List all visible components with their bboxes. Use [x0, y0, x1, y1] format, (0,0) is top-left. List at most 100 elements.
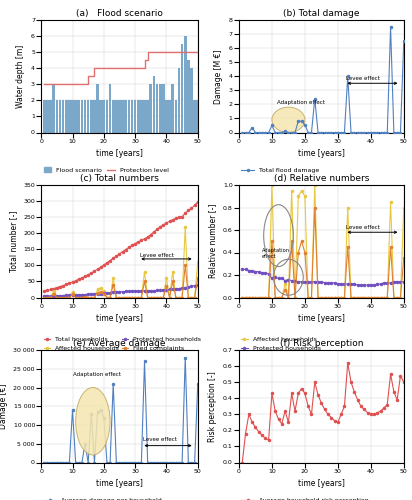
Affected households: [263, 294, 268, 300]
Y-axis label: Damage [M €]: Damage [M €]: [214, 49, 223, 104]
Affected households: [186, 294, 191, 300]
Y-axis label: Water depth [m]: Water depth [m]: [16, 44, 26, 108]
Filed complaints: [92, 294, 97, 300]
Line: Filed complaints: Filed complaints: [43, 264, 199, 298]
Filed complaints: [316, 294, 321, 300]
Filed complaints: [246, 294, 251, 300]
Affected households: [355, 294, 360, 300]
Affected households: [145, 294, 150, 300]
Filed complaints: [76, 294, 81, 300]
Protected households: [266, 271, 271, 277]
Protected households: [352, 281, 357, 287]
Filed complaints: [322, 294, 327, 300]
Filed complaints: [401, 255, 406, 261]
Affected households: [345, 204, 350, 210]
Bar: [96, 84, 99, 132]
Affected households: [161, 294, 166, 300]
Bar: [74, 100, 77, 132]
Filed complaints: [289, 238, 294, 244]
Protected households: [95, 291, 100, 297]
Affected households: [117, 294, 122, 300]
Filed complaints: [250, 294, 255, 300]
Filed complaints: [358, 294, 363, 300]
Affected households: [358, 294, 363, 300]
Protected households: [61, 292, 66, 298]
Affected households: [362, 294, 367, 300]
Affected households: [332, 294, 337, 300]
Filed complaints: [111, 282, 116, 288]
Bar: [99, 100, 102, 132]
Filed complaints: [276, 294, 281, 300]
Filed complaints: [164, 283, 169, 289]
Filed complaints: [269, 238, 274, 244]
Y-axis label: Relative number [-]: Relative number [-]: [208, 204, 217, 279]
Affected households: [61, 294, 66, 300]
Total households: [45, 288, 50, 294]
Protected households: [332, 280, 337, 286]
Filed complaints: [192, 294, 197, 300]
Filed complaints: [279, 294, 284, 300]
Total households: [129, 242, 134, 248]
Total households: [114, 253, 119, 259]
Title: (a)   Flood scenario: (a) Flood scenario: [76, 9, 163, 18]
Affected households: [42, 294, 47, 300]
Filed complaints: [48, 294, 53, 300]
Affected households: [368, 294, 373, 300]
Affected households: [80, 294, 84, 300]
Protected households: [145, 288, 150, 294]
Protected households: [355, 282, 360, 288]
Protected households: [309, 279, 314, 285]
Protected households: [114, 289, 119, 295]
Filed complaints: [293, 294, 297, 300]
Total households: [61, 282, 66, 288]
Affected households: [148, 294, 153, 300]
Total households: [180, 214, 185, 220]
Filed complaints: [388, 244, 393, 250]
Protected households: [189, 283, 194, 289]
Protected households: [269, 276, 274, 281]
Text: Levee effect: Levee effect: [140, 252, 174, 258]
Filed complaints: [302, 250, 307, 256]
Total households: [70, 279, 75, 285]
Filed complaints: [114, 294, 119, 300]
Protected households: [299, 279, 304, 285]
Protected households: [378, 281, 383, 287]
Bar: [187, 60, 190, 132]
Affected households: [142, 269, 147, 275]
Filed complaints: [240, 294, 245, 300]
Filed complaints: [58, 294, 63, 300]
Protected households: [385, 280, 390, 286]
Total households: [98, 264, 103, 270]
Protected households: [349, 281, 353, 287]
Protected households: [173, 286, 178, 292]
Bar: [137, 100, 140, 132]
Total households: [105, 260, 110, 266]
Protected households: [256, 268, 261, 274]
Protected households: [322, 280, 327, 286]
Filed complaints: [67, 294, 72, 300]
Protected households: [329, 280, 334, 286]
Protected households: [80, 292, 84, 298]
Protected households: [279, 276, 284, 281]
Filed complaints: [283, 286, 288, 292]
Affected households: [269, 182, 274, 188]
Protected households: [117, 288, 122, 294]
Affected households: [339, 294, 344, 300]
Affected households: [123, 294, 128, 300]
Protected households: [312, 279, 317, 285]
Affected households: [335, 294, 340, 300]
Total households: [192, 202, 197, 208]
Filed complaints: [89, 294, 94, 300]
Filed complaints: [152, 294, 157, 300]
Affected households: [105, 294, 110, 300]
Filed complaints: [170, 278, 175, 284]
Bar: [52, 84, 55, 132]
Filed complaints: [243, 294, 248, 300]
Total households: [58, 284, 63, 290]
Affected households: [86, 294, 91, 300]
Filed complaints: [117, 294, 122, 300]
Bar: [184, 36, 187, 132]
Affected households: [76, 294, 81, 300]
Filed complaints: [312, 204, 317, 210]
Affected households: [70, 288, 75, 294]
